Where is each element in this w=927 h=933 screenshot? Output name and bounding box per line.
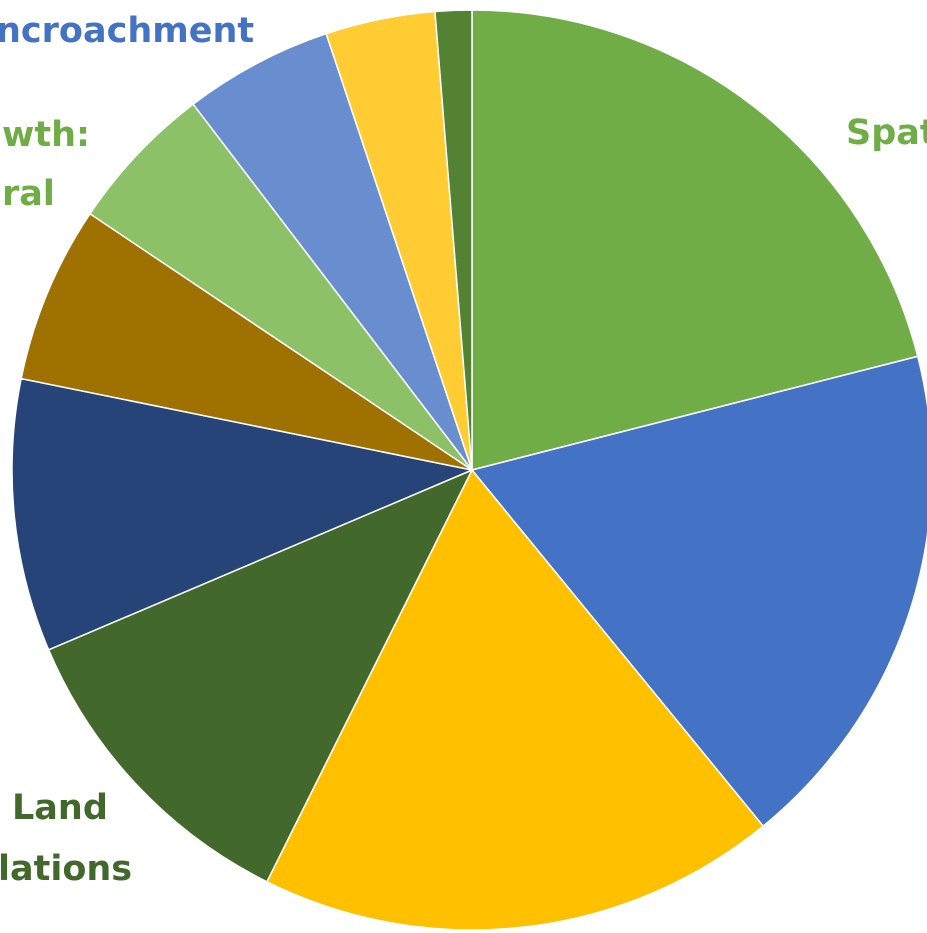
label-ral-fragment: ral (2, 174, 55, 214)
pie-slice-1 (471, 9, 919, 471)
pie-slice-5 (11, 377, 473, 651)
pie-slices (11, 9, 927, 931)
pie-slice-3 (266, 469, 764, 931)
pie-slice-7 (89, 103, 473, 471)
label-spatial-fragment: Spat (846, 113, 927, 153)
label-land: Land (12, 788, 108, 828)
pie-slice-2 (471, 355, 927, 827)
pie-slice-8 (192, 32, 473, 471)
pie-slice-6 (20, 213, 473, 471)
pie-slice-10 (434, 9, 473, 471)
pie-slice-4 (47, 469, 473, 883)
label-growth-fragment: wth: (2, 115, 90, 155)
label-lations-fragment: lations (0, 849, 133, 889)
label-encroachment-fragment: ncroachment (0, 11, 255, 51)
